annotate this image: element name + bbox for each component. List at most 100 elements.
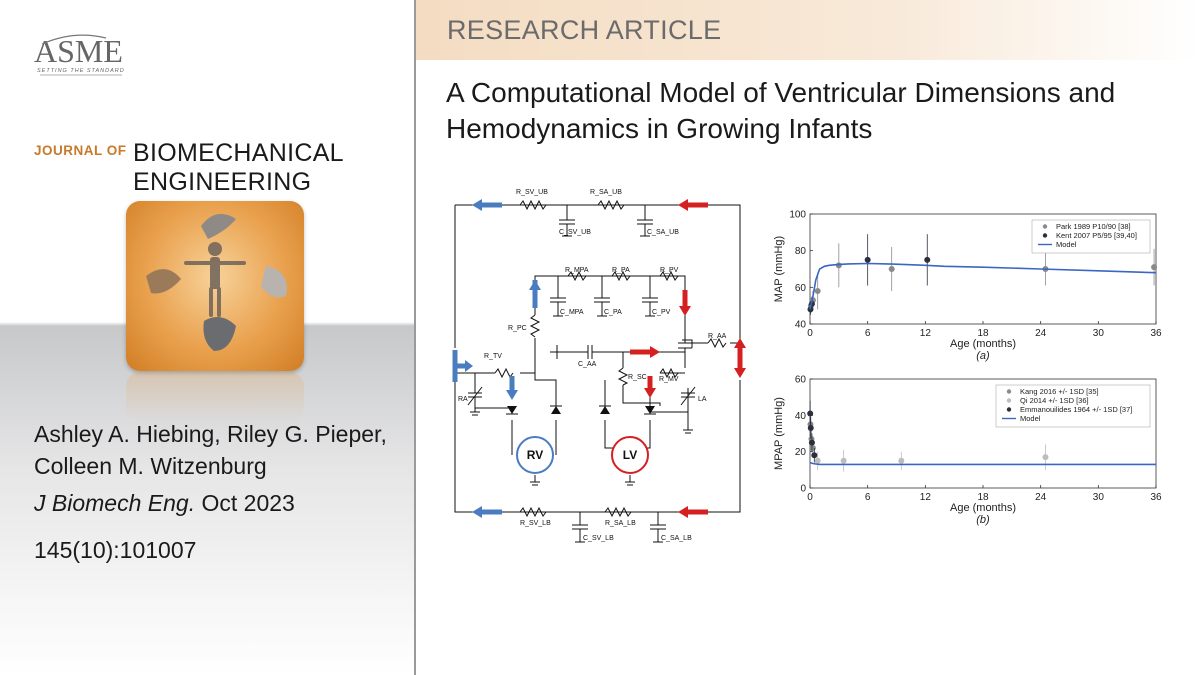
- y-tick-label: 20: [795, 447, 807, 458]
- x-tick-label: 24: [1035, 492, 1047, 503]
- legend-entry: Park 1989 P10/90 [38]: [1056, 222, 1131, 231]
- citation-volume: 145(10):101007: [34, 537, 197, 563]
- rv-chamber: [516, 436, 554, 474]
- label-c-sa-ub: C_SA_UB: [647, 229, 679, 236]
- label-r-mv: R_MV: [659, 376, 679, 383]
- x-tick-label: 12: [920, 328, 932, 339]
- x-tick-label: 6: [865, 328, 871, 339]
- label-c-pv: C_PV: [652, 309, 671, 316]
- data-point: [1042, 454, 1049, 461]
- rv-label: RV: [527, 448, 543, 462]
- article-type-label: RESEARCH ARTICLE: [447, 15, 722, 45]
- data-point: [811, 452, 818, 459]
- data-point: [807, 410, 814, 417]
- x-tick-label: 30: [1093, 492, 1105, 503]
- data-point: [808, 439, 815, 446]
- y-tick-label: 60: [795, 375, 807, 386]
- x-tick-label: 30: [1093, 328, 1105, 339]
- journal-name-line2: ENGINEERING: [133, 168, 312, 196]
- y-tick-label: 60: [795, 283, 807, 294]
- label-la: LA: [698, 396, 707, 403]
- panel-label: (b): [976, 514, 990, 526]
- data-point: [807, 425, 814, 432]
- y-tick-label: 80: [795, 246, 807, 257]
- label-r-tv: R_TV: [484, 353, 502, 360]
- panel-label: (a): [976, 350, 990, 362]
- data-point: [814, 457, 821, 464]
- journal-prefix: JOURNAL OF: [34, 143, 127, 158]
- legend-swatch: [1042, 224, 1048, 229]
- label-r-sc: R_SC: [628, 374, 647, 381]
- data-point: [898, 457, 905, 464]
- data-point: [1151, 264, 1158, 271]
- legend-swatch: [1042, 233, 1048, 238]
- y-tick-label: 40: [795, 411, 807, 422]
- x-tick-label: 36: [1150, 492, 1162, 503]
- legend-entry: Model: [1056, 240, 1077, 249]
- legend-entry: Model: [1020, 414, 1041, 423]
- y-tick-label: 100: [789, 210, 806, 221]
- legend-swatch: [1006, 398, 1012, 403]
- x-axis-label: Age (months): [950, 502, 1016, 514]
- y-axis-label: MAP (mmHg): [773, 236, 785, 302]
- y-tick-label: 0: [800, 484, 806, 495]
- asme-logo: ASME: [34, 33, 123, 69]
- asme-tagline: SETTING THE STANDARD: [37, 68, 125, 74]
- label-c-sv-lb: C_SV_LB: [583, 535, 614, 542]
- label-r-aa: R_AA: [708, 333, 727, 340]
- label-ra: RA: [458, 396, 468, 403]
- data-point: [888, 266, 895, 272]
- data-point: [814, 288, 821, 294]
- journal-cover-image: [126, 201, 304, 371]
- data-point: [840, 457, 847, 464]
- label-r-sv-lb: R_SV_LB: [520, 520, 551, 527]
- lv-chamber: [611, 436, 649, 474]
- data-point: [864, 256, 871, 263]
- legend-swatch: [1006, 407, 1012, 412]
- label-c-sv-ub: C_SV_UB: [559, 229, 591, 236]
- legend-box: [995, 384, 1151, 428]
- label-c-aa: C_AA: [578, 361, 597, 368]
- article-type-banner: [416, 0, 1200, 60]
- circulation-circuit-diagram: RV LV R_SV_UB R_SA_UB C_SV_UB C_SA_UB R_…: [452, 189, 746, 543]
- legend-box: [1031, 219, 1151, 254]
- label-r-pc: R_PC: [508, 325, 527, 332]
- label-r-sv-ub: R_SV_UB: [516, 189, 548, 196]
- legend-entry: Kent 2007 P5/95 [39,40]: [1056, 231, 1137, 240]
- journal-abbrev: J Biomech Eng.: [34, 490, 196, 516]
- panel-divider: [414, 0, 416, 675]
- article-title: A Computational Model of Ventricular Dim…: [446, 77, 1116, 144]
- label-r-pv: R_PV: [660, 267, 679, 274]
- label-r-sa-lb: R_SA_LB: [605, 520, 636, 527]
- model-line: [809, 461, 1156, 466]
- data-point: [809, 445, 816, 452]
- x-tick-label: 0: [807, 492, 813, 503]
- asme-logo-swoosh: [40, 34, 122, 76]
- x-axis-label: Age (months): [950, 338, 1016, 350]
- citation-date: Oct 2023: [201, 490, 295, 516]
- model-line: [809, 262, 1157, 310]
- label-r-pa: R_PA: [612, 267, 630, 274]
- cover-reflection: [126, 372, 304, 422]
- legend-swatch: [1006, 389, 1012, 394]
- x-tick-label: 6: [865, 492, 871, 503]
- label-c-sa-lb: C_SA_LB: [661, 535, 692, 542]
- author-list: Ashley A. Hiebing, Riley G. Pieper, Coll…: [34, 421, 387, 479]
- x-tick-label: 18: [977, 492, 989, 503]
- x-tick-label: 24: [1035, 328, 1047, 339]
- legend-entry: Kang 2016 +/- 1SD [35]: [1020, 387, 1099, 396]
- legend-entry: Qi 2014 +/- 1SD [36]: [1020, 396, 1089, 405]
- x-tick-label: 0: [807, 328, 813, 339]
- label-c-mpa: C_MPA: [560, 309, 584, 316]
- lv-label: LV: [623, 448, 637, 462]
- label-r-sa-ub: R_SA_UB: [590, 189, 622, 196]
- chart-map-vs-age: 0 6 12 18 24 30 36 40 60 80 100 Age (months)(a) MAP …: [773, 210, 1162, 363]
- label-c-pa: C_PA: [604, 309, 622, 316]
- data-point: [924, 256, 931, 263]
- x-tick-label: 18: [977, 328, 989, 339]
- x-tick-label: 12: [920, 492, 932, 503]
- y-tick-label: 40: [795, 320, 807, 331]
- citation: J Biomech Eng. Oct 2023: [34, 490, 295, 517]
- legend-entry: Emmanouilides 1964 +/- 1SD [37]: [1020, 405, 1132, 414]
- y-axis-label: MPAP (mmHg): [773, 397, 785, 470]
